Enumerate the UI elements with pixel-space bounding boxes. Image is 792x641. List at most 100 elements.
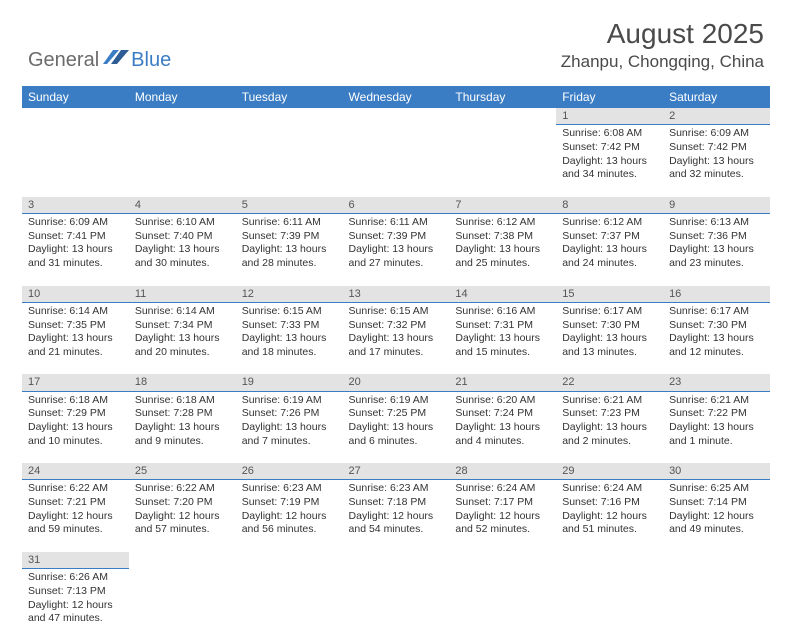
daylight-text: Daylight: 13 hours and 27 minutes. [349, 243, 444, 270]
day-header: Tuesday [236, 86, 343, 108]
sunset-text: Sunset: 7:19 PM [242, 496, 337, 510]
daylight-text: Daylight: 13 hours and 13 minutes. [562, 332, 657, 359]
daylight-text: Daylight: 13 hours and 20 minutes. [135, 332, 230, 359]
day-number-cell: 24 [22, 463, 129, 480]
daylight-text: Daylight: 12 hours and 59 minutes. [28, 510, 123, 537]
sunset-text: Sunset: 7:40 PM [135, 230, 230, 244]
sunrise-text: Sunrise: 6:09 AM [669, 127, 764, 141]
daylight-text: Daylight: 13 hours and 6 minutes. [349, 421, 444, 448]
day-cell [129, 125, 236, 197]
sunset-text: Sunset: 7:35 PM [28, 319, 123, 333]
day-number-cell: 4 [129, 197, 236, 214]
day-cell [449, 569, 556, 641]
sunrise-text: Sunrise: 6:08 AM [562, 127, 657, 141]
sunset-text: Sunset: 7:33 PM [242, 319, 337, 333]
sunrise-text: Sunrise: 6:12 AM [562, 216, 657, 230]
day-number-row: 12 [22, 108, 770, 125]
location: Zhanpu, Chongqing, China [561, 52, 764, 72]
day-number-row: 10111213141516 [22, 286, 770, 303]
daylight-text: Daylight: 12 hours and 52 minutes. [455, 510, 550, 537]
week-row: Sunrise: 6:18 AMSunset: 7:29 PMDaylight:… [22, 391, 770, 463]
daylight-text: Daylight: 13 hours and 34 minutes. [562, 155, 657, 182]
sunset-text: Sunset: 7:13 PM [28, 585, 123, 599]
sunrise-text: Sunrise: 6:25 AM [669, 482, 764, 496]
sunset-text: Sunset: 7:30 PM [669, 319, 764, 333]
day-cell [22, 125, 129, 197]
day-cell: Sunrise: 6:12 AMSunset: 7:38 PMDaylight:… [449, 214, 556, 286]
daylight-text: Daylight: 13 hours and 32 minutes. [669, 155, 764, 182]
daylight-text: Daylight: 13 hours and 7 minutes. [242, 421, 337, 448]
day-cell [343, 569, 450, 641]
calendar-table: Sunday Monday Tuesday Wednesday Thursday… [22, 86, 770, 641]
day-header: Thursday [449, 86, 556, 108]
daylight-text: Daylight: 13 hours and 2 minutes. [562, 421, 657, 448]
day-header: Friday [556, 86, 663, 108]
day-number-cell [236, 108, 343, 125]
calendar-body: 12Sunrise: 6:08 AMSunset: 7:42 PMDayligh… [22, 108, 770, 641]
day-cell: Sunrise: 6:16 AMSunset: 7:31 PMDaylight:… [449, 302, 556, 374]
day-cell [236, 569, 343, 641]
sunset-text: Sunset: 7:22 PM [669, 407, 764, 421]
day-cell: Sunrise: 6:15 AMSunset: 7:32 PMDaylight:… [343, 302, 450, 374]
sunset-text: Sunset: 7:26 PM [242, 407, 337, 421]
week-row: Sunrise: 6:14 AMSunset: 7:35 PMDaylight:… [22, 302, 770, 374]
daylight-text: Daylight: 13 hours and 15 minutes. [455, 332, 550, 359]
sunset-text: Sunset: 7:17 PM [455, 496, 550, 510]
daylight-text: Daylight: 13 hours and 10 minutes. [28, 421, 123, 448]
day-number-cell: 27 [343, 463, 450, 480]
sunset-text: Sunset: 7:42 PM [669, 141, 764, 155]
sunset-text: Sunset: 7:30 PM [562, 319, 657, 333]
sunrise-text: Sunrise: 6:12 AM [455, 216, 550, 230]
day-number-cell: 31 [22, 552, 129, 569]
daylight-text: Daylight: 12 hours and 49 minutes. [669, 510, 764, 537]
sunset-text: Sunset: 7:16 PM [562, 496, 657, 510]
day-number-cell: 11 [129, 286, 236, 303]
day-cell: Sunrise: 6:26 AMSunset: 7:13 PMDaylight:… [22, 569, 129, 641]
sunrise-text: Sunrise: 6:14 AM [28, 305, 123, 319]
day-number-cell: 15 [556, 286, 663, 303]
day-number-cell [556, 552, 663, 569]
day-cell: Sunrise: 6:09 AMSunset: 7:41 PMDaylight:… [22, 214, 129, 286]
day-header: Sunday [22, 86, 129, 108]
sunrise-text: Sunrise: 6:14 AM [135, 305, 230, 319]
daylight-text: Daylight: 13 hours and 24 minutes. [562, 243, 657, 270]
day-number-cell: 26 [236, 463, 343, 480]
sunrise-text: Sunrise: 6:21 AM [562, 394, 657, 408]
day-number-row: 31 [22, 552, 770, 569]
sunrise-text: Sunrise: 6:09 AM [28, 216, 123, 230]
day-cell: Sunrise: 6:19 AMSunset: 7:26 PMDaylight:… [236, 391, 343, 463]
day-cell: Sunrise: 6:15 AMSunset: 7:33 PMDaylight:… [236, 302, 343, 374]
day-cell: Sunrise: 6:23 AMSunset: 7:19 PMDaylight:… [236, 480, 343, 552]
sunset-text: Sunset: 7:38 PM [455, 230, 550, 244]
day-number-cell: 14 [449, 286, 556, 303]
day-number-cell: 3 [22, 197, 129, 214]
sunrise-text: Sunrise: 6:19 AM [349, 394, 444, 408]
daylight-text: Daylight: 12 hours and 57 minutes. [135, 510, 230, 537]
day-cell: Sunrise: 6:22 AMSunset: 7:21 PMDaylight:… [22, 480, 129, 552]
day-cell: Sunrise: 6:17 AMSunset: 7:30 PMDaylight:… [663, 302, 770, 374]
sunrise-text: Sunrise: 6:26 AM [28, 571, 123, 585]
day-number-cell: 1 [556, 108, 663, 125]
title-block: August 2025 Zhanpu, Chongqing, China [561, 18, 764, 72]
sunrise-text: Sunrise: 6:18 AM [135, 394, 230, 408]
day-cell: Sunrise: 6:10 AMSunset: 7:40 PMDaylight:… [129, 214, 236, 286]
sunset-text: Sunset: 7:24 PM [455, 407, 550, 421]
daylight-text: Daylight: 13 hours and 30 minutes. [135, 243, 230, 270]
logo-text-general: General [28, 49, 99, 72]
sunrise-text: Sunrise: 6:21 AM [669, 394, 764, 408]
day-number-cell: 10 [22, 286, 129, 303]
sunset-text: Sunset: 7:36 PM [669, 230, 764, 244]
day-cell: Sunrise: 6:24 AMSunset: 7:16 PMDaylight:… [556, 480, 663, 552]
day-number-cell: 9 [663, 197, 770, 214]
sunset-text: Sunset: 7:31 PM [455, 319, 550, 333]
sunset-text: Sunset: 7:28 PM [135, 407, 230, 421]
day-number-cell: 25 [129, 463, 236, 480]
day-number-cell: 5 [236, 197, 343, 214]
page-header: General Blue August 2025 Zhanpu, Chongqi… [0, 0, 792, 80]
day-cell [449, 125, 556, 197]
day-number-cell [236, 552, 343, 569]
day-number-cell [449, 552, 556, 569]
sunrise-text: Sunrise: 6:17 AM [562, 305, 657, 319]
sunset-text: Sunset: 7:21 PM [28, 496, 123, 510]
day-number-cell: 16 [663, 286, 770, 303]
